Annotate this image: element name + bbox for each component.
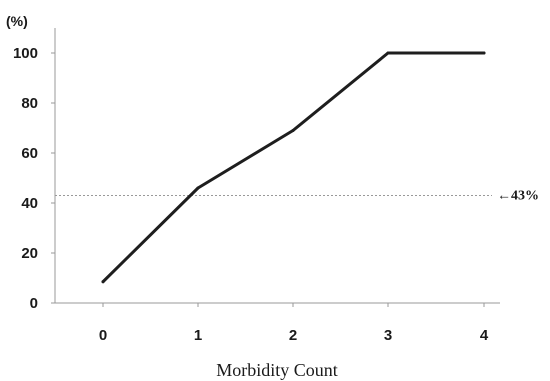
y-tick-label: 0 bbox=[30, 295, 38, 312]
y-tick-label: 100 bbox=[13, 45, 38, 62]
data-point bbox=[196, 186, 200, 190]
x-tick-label: 1 bbox=[194, 327, 202, 344]
y-unit-label: (%) bbox=[6, 13, 28, 29]
data-point bbox=[482, 51, 486, 55]
axes bbox=[54, 28, 500, 304]
series-line bbox=[101, 51, 486, 284]
x-tick-label: 3 bbox=[384, 327, 392, 344]
data-point bbox=[101, 280, 105, 284]
x-tick-label: 2 bbox=[289, 327, 297, 344]
reference-line-label: ←43% bbox=[497, 189, 539, 204]
series-group bbox=[101, 51, 486, 284]
y-ticks: 0 20 40 60 80 100 bbox=[13, 45, 55, 312]
x-ticks: 0 1 2 3 4 bbox=[99, 303, 489, 344]
x-tick-label: 0 bbox=[99, 327, 107, 344]
y-tick-label: 80 bbox=[21, 95, 38, 112]
y-tick-label: 60 bbox=[21, 145, 38, 162]
x-tick-label: 4 bbox=[480, 327, 489, 344]
reference-line-group: ←43% bbox=[55, 189, 539, 204]
data-point bbox=[386, 51, 390, 55]
data-point bbox=[291, 129, 295, 132]
y-tick-label: 20 bbox=[21, 245, 38, 262]
x-axis-title: Morbidity Count bbox=[216, 360, 338, 380]
y-tick-label: 40 bbox=[21, 195, 38, 212]
